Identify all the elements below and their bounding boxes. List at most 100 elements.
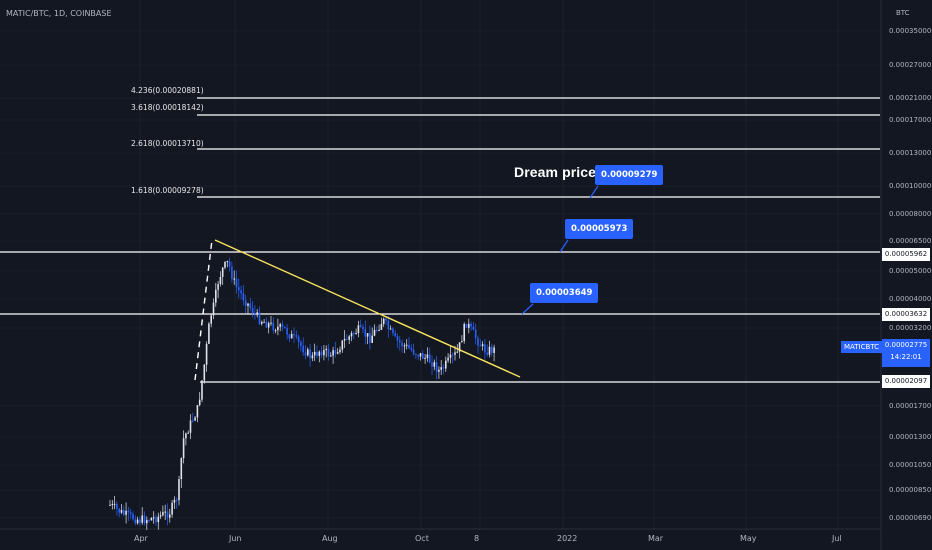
candle-body <box>385 318 387 321</box>
target-callout-3[interactable]: 0.00003649 <box>530 283 599 303</box>
price-tick-label: 0.00005000 <box>889 267 932 275</box>
candle-body <box>336 352 339 354</box>
candle-body <box>215 289 217 303</box>
candle-body <box>175 499 178 501</box>
callout-leader-1 <box>589 185 599 199</box>
candle-body <box>132 513 134 520</box>
chart-grid <box>0 0 882 550</box>
axis-unit: BTC <box>896 9 910 17</box>
time-tick-label: Oct <box>415 534 429 543</box>
candle-body <box>474 329 477 339</box>
callout-leader-3 <box>521 303 534 315</box>
price-tick-label: 0.00013000 <box>889 149 932 157</box>
price-tick-label: 0.00008000 <box>889 210 932 218</box>
candle-body <box>194 417 196 421</box>
candle-body <box>240 290 242 294</box>
candle-body <box>187 432 189 434</box>
candle-body <box>265 321 268 328</box>
candle-body <box>348 336 350 340</box>
candle-body <box>313 351 316 356</box>
candle-body <box>120 510 123 513</box>
candlestick-series <box>109 257 495 531</box>
candle-body <box>323 349 325 356</box>
target-callout-1[interactable]: 0.00009279 <box>595 165 664 185</box>
candle-body <box>217 284 219 290</box>
candle-body <box>210 315 212 324</box>
candle-body <box>139 519 141 523</box>
candle-body <box>376 329 378 331</box>
candle-body <box>228 260 231 267</box>
last-price-box: 0.00002775 14:22:01 <box>882 339 930 367</box>
candle-body <box>242 293 245 301</box>
level-tag-high: 0.00005962 <box>882 248 930 261</box>
target-callout-2[interactable]: 0.00005973 <box>565 219 634 239</box>
time-tick-label: Jun <box>229 534 242 543</box>
level-tag-support: 0.00002097 <box>882 375 930 388</box>
price-tick-label: 0.00001050 <box>889 461 932 469</box>
candle-body <box>157 516 160 523</box>
price-tick-label: 0.00004000 <box>889 295 932 303</box>
candle-body <box>362 326 364 330</box>
candle-body <box>493 347 495 353</box>
candle-body <box>419 353 422 357</box>
candle-body <box>378 329 380 331</box>
candle-body <box>178 479 180 501</box>
price-tick-label: 0.00001700 <box>889 402 932 410</box>
drawing-overlays <box>194 185 599 381</box>
time-tick-label: Mar <box>648 534 664 543</box>
candle-body <box>311 355 314 359</box>
candle-body <box>479 345 482 347</box>
candle-body <box>477 338 479 346</box>
candle-body <box>136 519 139 524</box>
candle-body <box>277 326 279 331</box>
candle-body <box>422 353 424 359</box>
price-tick-label: 0.00000690 <box>889 514 932 522</box>
candle-body <box>109 504 111 506</box>
candle-body <box>353 333 355 335</box>
candle-body <box>468 323 470 328</box>
candle-body <box>415 354 417 356</box>
candle-body <box>325 348 327 350</box>
candle-body <box>334 350 337 354</box>
candle-body <box>238 287 240 291</box>
candle-body <box>125 510 127 515</box>
candle-body <box>284 326 286 329</box>
candle-body <box>286 328 288 335</box>
candle-body <box>261 321 263 324</box>
candle-body <box>244 300 247 306</box>
candle-body <box>249 303 252 308</box>
price-tick-label: 0.00003200 <box>889 324 932 332</box>
candle-body <box>297 336 300 343</box>
candle-body <box>263 321 265 323</box>
candle-body <box>256 312 258 314</box>
candle-body <box>141 515 143 523</box>
candle-body <box>272 322 275 331</box>
candle-body <box>134 519 137 524</box>
candle-body <box>488 346 491 355</box>
candle-body <box>403 345 406 347</box>
candle-body <box>148 520 150 522</box>
candle-body <box>251 307 254 314</box>
time-tick-label: 8 <box>474 534 480 543</box>
candle-body <box>173 499 176 503</box>
candle-body <box>295 335 298 337</box>
candle-body <box>203 364 206 381</box>
candle-body <box>288 334 291 339</box>
candle-body <box>146 520 148 524</box>
candle-body <box>440 367 442 370</box>
candle-body <box>330 355 332 357</box>
fib-label-3618: 3.618(0.00018142) <box>131 103 204 112</box>
candle-body <box>129 512 132 514</box>
candle-body <box>449 354 452 358</box>
candle-body <box>267 323 270 328</box>
candle-body <box>205 343 208 365</box>
candle-body <box>279 324 281 327</box>
candle-body <box>343 338 346 341</box>
candle-body <box>182 438 185 459</box>
time-tick-label: May <box>740 534 757 543</box>
horizontal-levels <box>0 97 880 383</box>
candle-body <box>394 332 396 337</box>
candle-body <box>290 333 293 339</box>
price-tick-label: 0.00035000 <box>889 27 932 35</box>
